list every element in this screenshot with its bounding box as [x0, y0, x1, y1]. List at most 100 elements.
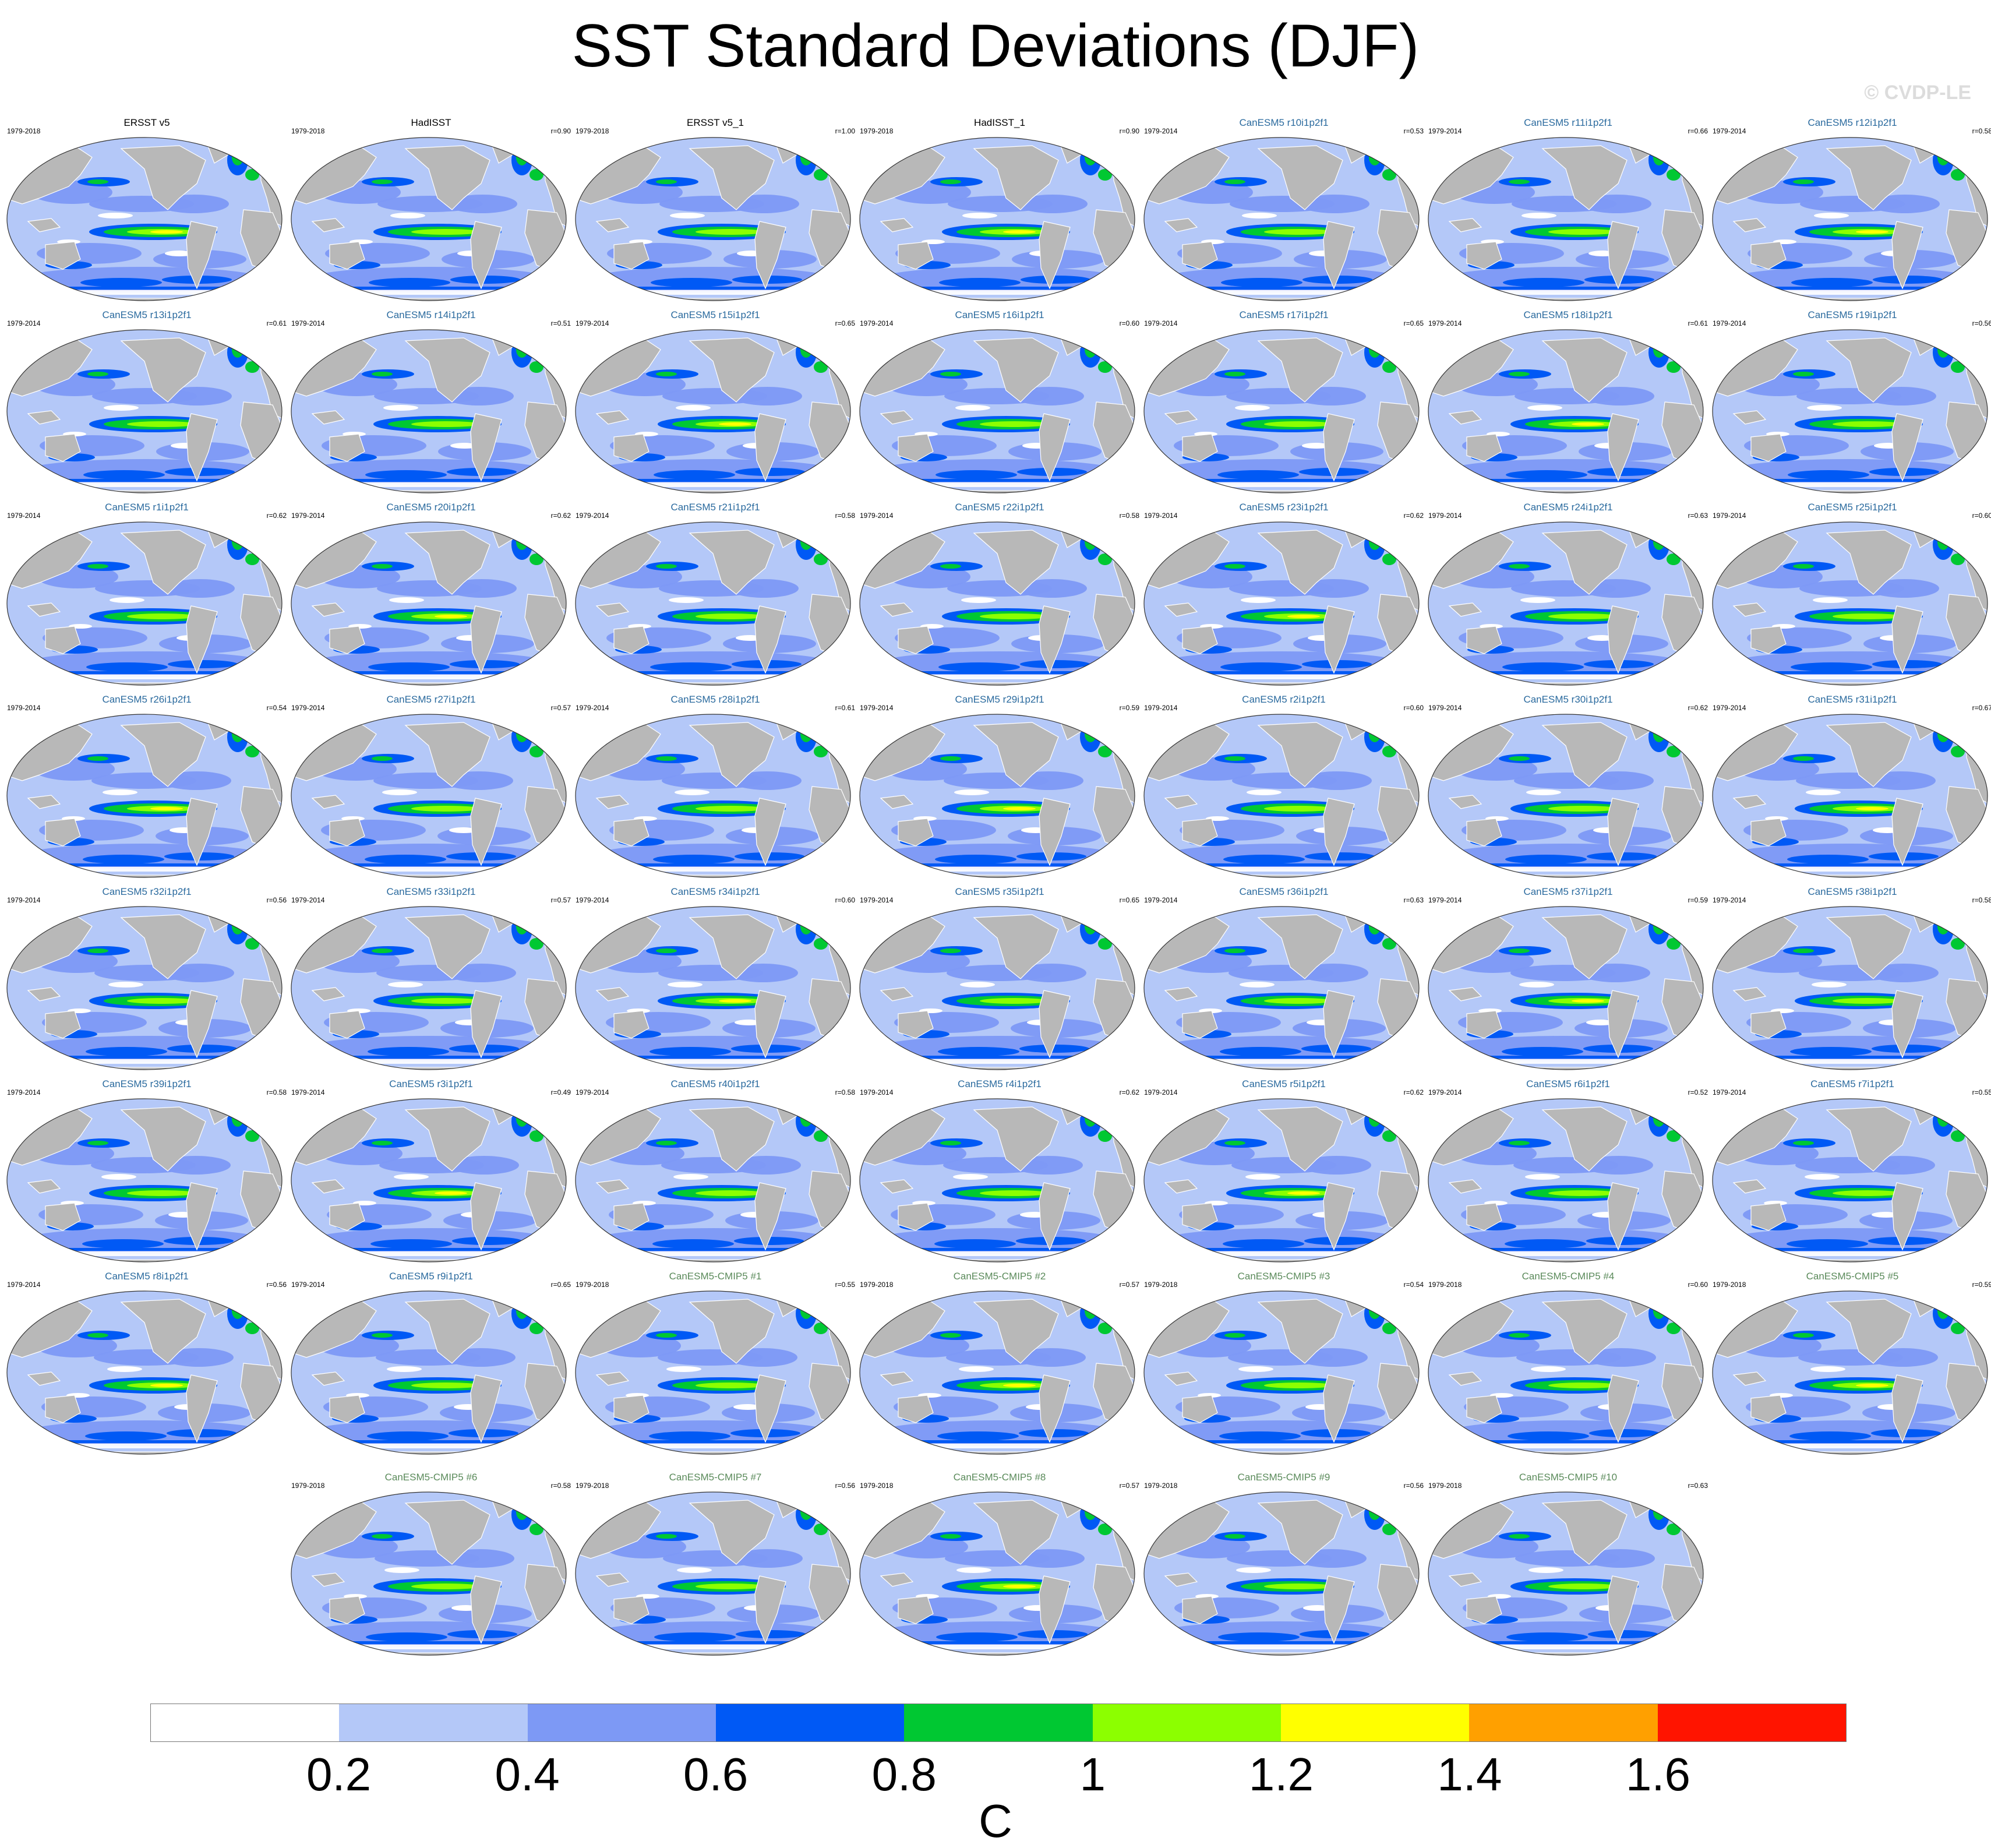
sst-contour-high [167, 1045, 237, 1053]
map-border [1712, 714, 1988, 878]
sst-contour-low [108, 982, 143, 988]
sst-contour-low [1144, 290, 1419, 295]
sst-contour-low [1144, 1251, 1419, 1256]
sst-contour-high [40, 1056, 249, 1059]
colorbar-tick-label: 1.4 [1437, 1748, 1502, 1800]
panel-title: CanESM5 r25i1p2f1 [1808, 502, 1897, 513]
sst-contour-medium [377, 580, 482, 597]
map-panel: CanESM5 r6i1p2f1 1979-2014 r=0.52 [1426, 1078, 1710, 1267]
sst-contour-low [449, 827, 478, 833]
sst-contour-low [1520, 597, 1555, 603]
world-map [575, 906, 851, 1070]
sst-contour-low [1814, 213, 1849, 218]
sst-contour-low [954, 789, 989, 795]
enso-tongue [1003, 1585, 1036, 1588]
enso-tongue [1264, 1383, 1334, 1388]
panel-years: 1979-2014 [7, 896, 41, 904]
land-mass [689, 530, 775, 595]
sst-contour-low [576, 482, 850, 487]
land-mass [754, 221, 786, 290]
panel-years: 1979-2018 [576, 1281, 609, 1289]
north-atlantic-anomaly [1374, 1306, 1378, 1310]
kuroshio-anomaly [372, 1141, 393, 1145]
world-map [1428, 329, 1704, 493]
panel-years: 1979-2014 [1713, 704, 1746, 712]
sst-contour-low [1713, 290, 1988, 295]
world-map [6, 906, 283, 1070]
north-atlantic-anomaly [245, 361, 259, 373]
land-mass [470, 1182, 502, 1251]
sst-contour-low [1302, 443, 1331, 449]
copyright-watermark: © CVDP-LE [1864, 82, 1971, 104]
north-atlantic-anomaly [1382, 553, 1396, 565]
land-mass [595, 218, 630, 232]
land-mass [1164, 987, 1198, 1001]
sst-contour-low [1519, 982, 1554, 988]
sst-contour-high [366, 1632, 447, 1642]
land-mass [1323, 990, 1355, 1059]
sst-contour-high [1745, 1440, 1955, 1443]
map-panel: CanESM5-CMIP5 #7 1979-2018 r=0.56 [573, 1471, 857, 1660]
panel-correlation: r=0.58 [550, 1482, 571, 1490]
sst-contour-high [82, 1239, 164, 1249]
sst-contour-high [938, 662, 1020, 672]
sst-contour-high [937, 1431, 1019, 1441]
north-atlantic-anomaly [1098, 1322, 1112, 1334]
north-atlantic-anomaly [1951, 1130, 1965, 1142]
sst-contour-high [450, 276, 520, 284]
north-atlantic-anomaly [1951, 553, 1965, 565]
sst-contour-low [1428, 1059, 1703, 1064]
sst-contour-low [1235, 405, 1270, 411]
land-mass [45, 626, 81, 654]
enso-tongue [1572, 999, 1604, 1003]
land-mass [1732, 410, 1767, 425]
land-mass [973, 530, 1059, 595]
map-border [1143, 1491, 1420, 1656]
sst-contour-high [608, 1641, 818, 1644]
panel-correlation: r=0.58 [835, 1088, 855, 1096]
north-atlantic-anomaly [1382, 1523, 1396, 1535]
sst-contour-medium [661, 1157, 766, 1173]
sst-contour-high [1461, 1641, 1671, 1644]
world-map [6, 137, 283, 301]
north-atlantic-anomaly [245, 553, 259, 565]
panel-years: 1979-2014 [860, 512, 894, 520]
panel-correlation: r=0.51 [550, 319, 571, 327]
colorbar-segment [1657, 1704, 1846, 1741]
world-map [575, 1098, 851, 1262]
land-mass [1541, 914, 1628, 979]
map-border [1143, 906, 1420, 1070]
sst-contour-medium [945, 1550, 1050, 1567]
north-atlantic-anomaly [1943, 1306, 1946, 1310]
sst-contour-low [165, 251, 194, 256]
sst-contour-low [1428, 1444, 1703, 1448]
land-mass [1164, 410, 1198, 425]
land-mass [45, 818, 81, 847]
land-mass [329, 241, 365, 270]
sst-contour-high [40, 1440, 249, 1443]
sst-contour-high [892, 671, 1102, 674]
map-panel: CanESM5 r4i1p2f1 1979-2014 r=0.62 [857, 1078, 1142, 1267]
land-mass [613, 626, 649, 654]
panel-years: 1979-2018 [1428, 1482, 1462, 1490]
colorbar-tick-label: 0.6 [683, 1748, 749, 1800]
north-atlantic-anomaly [1943, 152, 1946, 157]
panel-correlation: r=0.60 [835, 896, 855, 904]
panel-correlation: r=0.60 [1972, 512, 1991, 520]
north-atlantic-anomaly [1382, 746, 1396, 757]
north-atlantic-anomaly [529, 361, 543, 373]
enso-tongue [1003, 1384, 1036, 1387]
enso-tongue [1264, 998, 1334, 1004]
land-mass [1541, 145, 1628, 210]
sst-contour-high [938, 1047, 1019, 1056]
panel-title: CanESM5 r29i1p2f1 [955, 694, 1044, 705]
panel-correlation: r=0.52 [1688, 1088, 1708, 1096]
colorbar-segment [1280, 1704, 1470, 1741]
panel-title: CanESM5 r7i1p2f1 [1810, 1078, 1894, 1089]
land-mass [898, 1010, 934, 1039]
map-panel: CanESM5 r26i1p2f1 1979-2014 r=0.54 [5, 693, 289, 883]
world-map [1143, 329, 1420, 493]
land-mass [613, 241, 649, 270]
panel-years: 1979-2014 [860, 704, 894, 712]
land-mass [613, 1202, 649, 1231]
